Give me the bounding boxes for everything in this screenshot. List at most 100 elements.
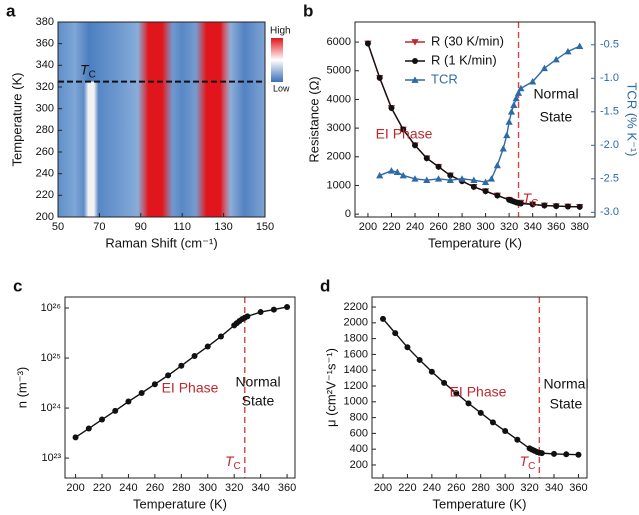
x-tick-label: 360 [569, 482, 587, 494]
x-tick-label: 240 [423, 482, 441, 494]
marker [270, 306, 277, 313]
x-tick-label: 300 [199, 482, 217, 494]
marker [453, 390, 460, 397]
marker [502, 428, 509, 435]
x-tick-label: 220 [382, 221, 400, 233]
series-line [75, 306, 288, 438]
marker [529, 201, 536, 208]
tc-sub: C [234, 461, 241, 472]
x-tick-label: 130 [214, 221, 232, 233]
marker [411, 175, 419, 182]
marker [411, 39, 419, 46]
annotation: EI Phase [450, 384, 507, 400]
marker [489, 419, 496, 426]
plot-frame [354, 21, 596, 218]
plot-frame [371, 296, 588, 479]
x-tick-label: 260 [146, 482, 164, 494]
marker [388, 105, 395, 112]
marker [564, 47, 572, 55]
y-tick-label: 10²⁵ [41, 352, 61, 364]
x-tick-label: 200 [66, 482, 84, 494]
panel-label: c [13, 276, 22, 295]
y2-tick-label: -2.0 [600, 139, 619, 151]
y-axis-title: Temperature (K) [9, 73, 24, 167]
raman-band [195, 22, 231, 217]
legend-label: R (30 K/min) [431, 33, 504, 48]
y-tick-label: 200 [350, 459, 368, 471]
marker [423, 176, 431, 184]
marker [412, 58, 418, 64]
annotation: Normal [543, 376, 588, 392]
y-tick-label: 360 [36, 38, 54, 50]
raman-band [83, 81, 99, 217]
marker [165, 372, 172, 379]
marker [434, 175, 443, 182]
marker [514, 436, 521, 443]
y-tick-label: 300 [36, 103, 54, 115]
y-tick-label: 280 [36, 124, 54, 136]
marker [482, 188, 489, 195]
marker [393, 168, 401, 175]
tc-sub: C [528, 461, 535, 472]
y2-tick-label: -3.0 [600, 206, 619, 218]
legend-label: TCR [431, 71, 458, 86]
x-tick-label: 300 [476, 221, 494, 233]
tc-label: TC [80, 61, 96, 80]
x-tick-label: 280 [453, 221, 471, 233]
tc-main: T [520, 453, 530, 469]
x-tick-label: 220 [398, 482, 416, 494]
y-tick-label: 1200 [344, 380, 368, 392]
marker [551, 450, 558, 457]
marker [99, 416, 106, 423]
y-tick-label: 260 [36, 146, 54, 158]
y-tick-label: 1000 [344, 396, 368, 408]
marker [446, 176, 454, 184]
colorbar-low: Low [273, 83, 290, 93]
marker [470, 183, 477, 190]
x-axis-title: Temperature (K) [133, 496, 227, 511]
y-tick-label: 0 [345, 208, 351, 220]
y-tick-label: 240 [36, 168, 54, 180]
marker [284, 303, 291, 310]
marker [217, 333, 224, 340]
y-tick-label: 2000 [344, 317, 368, 329]
y-tick-label: 10²³ [41, 452, 61, 464]
marker [512, 94, 520, 102]
tc-sub: C [531, 198, 538, 209]
plot-frame [57, 21, 266, 218]
y-tick-label: 1400 [344, 364, 368, 376]
marker [505, 118, 513, 125]
marker [553, 203, 560, 210]
marker [517, 200, 524, 207]
marker [376, 171, 384, 179]
y-tick-label: 1000 [327, 179, 351, 191]
tc-label: TC [225, 453, 241, 472]
plot-frame [64, 296, 296, 479]
annotation: State [242, 393, 275, 409]
marker [364, 40, 371, 47]
marker [178, 362, 185, 369]
x-axis-title: Temperature (K) [428, 235, 522, 250]
x-tick-label: 340 [251, 482, 269, 494]
marker [125, 398, 132, 405]
x-tick-label: 150 [256, 221, 274, 233]
marker [412, 142, 418, 149]
marker [499, 145, 507, 152]
marker [151, 381, 158, 388]
marker [400, 126, 407, 133]
annotation: State [550, 396, 583, 412]
x-tick-label: 320 [225, 482, 243, 494]
annotation: State [540, 109, 573, 125]
y-tick-label: 2000 [327, 151, 351, 163]
marker [441, 379, 448, 386]
marker [428, 368, 435, 375]
marker [392, 330, 399, 337]
x-tick-label: 220 [93, 482, 111, 494]
x-axis-title: Raman Shift (cm⁻¹) [105, 235, 217, 250]
y-tick-label: 6000 [327, 36, 351, 48]
marker [563, 451, 570, 458]
marker [416, 356, 423, 363]
x-tick-label: 260 [447, 482, 465, 494]
marker [564, 203, 571, 210]
